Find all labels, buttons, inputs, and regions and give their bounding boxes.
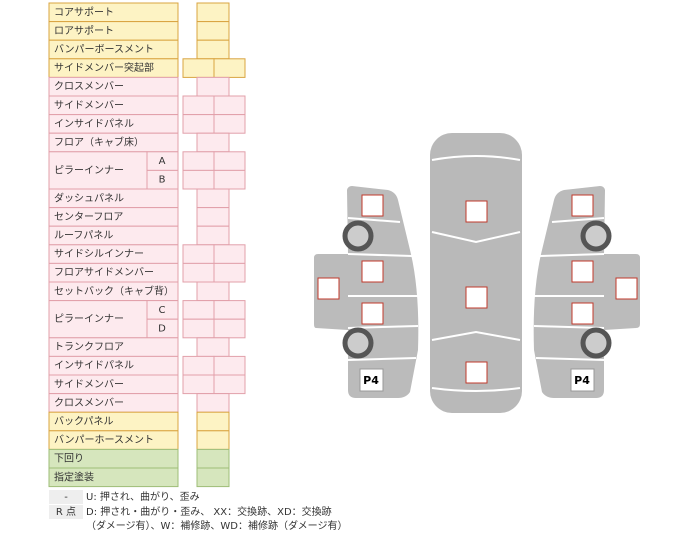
row-label: 指定塗装 xyxy=(54,470,94,483)
sub-label: D xyxy=(158,324,166,335)
p4-label: P4 xyxy=(574,374,590,387)
row-label: クロスメンバー xyxy=(54,397,124,409)
check-cell xyxy=(196,2,230,23)
check-cell xyxy=(182,318,215,339)
sub-label: B xyxy=(159,175,166,186)
car-diagram xyxy=(314,133,640,413)
check-cell xyxy=(182,262,215,283)
check-cell xyxy=(213,114,246,134)
check-cell xyxy=(213,374,246,395)
legend-text: D: 押され・曲がり・歪み、 XX：交換跡、XD：交換跡 xyxy=(86,505,332,518)
row-label: セットバック（キャブ背） xyxy=(54,284,174,297)
check-cell xyxy=(196,207,230,227)
check-cell xyxy=(196,132,230,153)
check-cell xyxy=(213,355,246,376)
row-label: ロアサポート xyxy=(54,25,114,37)
row-label: バンパーボースメント xyxy=(54,44,154,56)
check-cell xyxy=(213,300,246,320)
row-label: バンパーホースメント xyxy=(54,434,154,446)
check-boxes xyxy=(317,194,638,392)
sub-label: A xyxy=(159,156,166,167)
check-cell xyxy=(182,169,215,190)
check-cell xyxy=(196,393,230,413)
check-cell xyxy=(182,374,215,395)
check-cell xyxy=(196,281,230,302)
row-label-cell xyxy=(48,151,148,190)
check-cell xyxy=(196,76,230,97)
legend-key: - xyxy=(64,492,68,503)
check-cell xyxy=(182,300,215,320)
check-cell xyxy=(196,448,230,469)
check-cell xyxy=(196,411,230,432)
check-cell xyxy=(196,430,230,450)
row-label: サイドメンバー xyxy=(54,378,124,390)
check-cell xyxy=(182,151,215,171)
legend-key: R 点 xyxy=(56,506,76,518)
check-cell xyxy=(182,95,215,116)
row-label: センターフロア xyxy=(54,211,123,223)
row-label: ダッシュパネル xyxy=(54,191,124,204)
legend-text: U: 押され、曲がり、歪み xyxy=(86,490,200,503)
check-cell xyxy=(213,244,246,264)
row-label: トランクフロア xyxy=(54,341,124,353)
check-cell xyxy=(196,188,230,209)
row-label: サイドシルインナー xyxy=(54,248,144,260)
p4-label: P4 xyxy=(363,374,379,387)
legend-key-box xyxy=(49,490,83,504)
check-cell xyxy=(213,169,246,190)
check-cell xyxy=(213,262,246,283)
row-label: バックパネル xyxy=(54,416,114,428)
check-cell xyxy=(213,95,246,116)
check-cell xyxy=(182,355,215,376)
row-label: コアサポート xyxy=(54,6,114,18)
row-label: インサイドパネル xyxy=(54,118,134,130)
row-label: フロア（キャブ床） xyxy=(54,136,144,149)
check-cell xyxy=(213,318,246,339)
check-cell xyxy=(196,39,230,60)
check-cell xyxy=(196,337,230,357)
check-cell xyxy=(182,244,215,264)
row-label: ピラーインナー xyxy=(54,164,124,176)
legend-text: （ダメージ有）、W：補修跡、WD：補修跡（ダメージ有） xyxy=(86,519,347,532)
row-label: 下回り xyxy=(54,453,84,465)
row-label: インサイドパネル xyxy=(54,360,134,372)
check-cell xyxy=(182,58,215,78)
row-label: フロアサイドメンバー xyxy=(54,267,154,279)
row-label: サイドメンバー突起部 xyxy=(54,61,154,74)
check-cell xyxy=(213,58,246,78)
sub-label: C xyxy=(159,305,166,316)
check-cell xyxy=(213,151,246,171)
wheels xyxy=(342,220,612,359)
check-cell xyxy=(182,114,215,134)
check-cell xyxy=(196,225,230,246)
check-cell xyxy=(196,467,230,488)
row-label-cell xyxy=(48,467,179,488)
check-cell xyxy=(196,21,230,41)
row-label: サイドメンバー xyxy=(54,99,124,111)
row-label: クロスメンバー xyxy=(54,81,124,93)
legend-key-box xyxy=(49,505,83,519)
row-label: ルーフパネル xyxy=(54,230,113,242)
row-label: ピラーインナー xyxy=(54,313,124,325)
